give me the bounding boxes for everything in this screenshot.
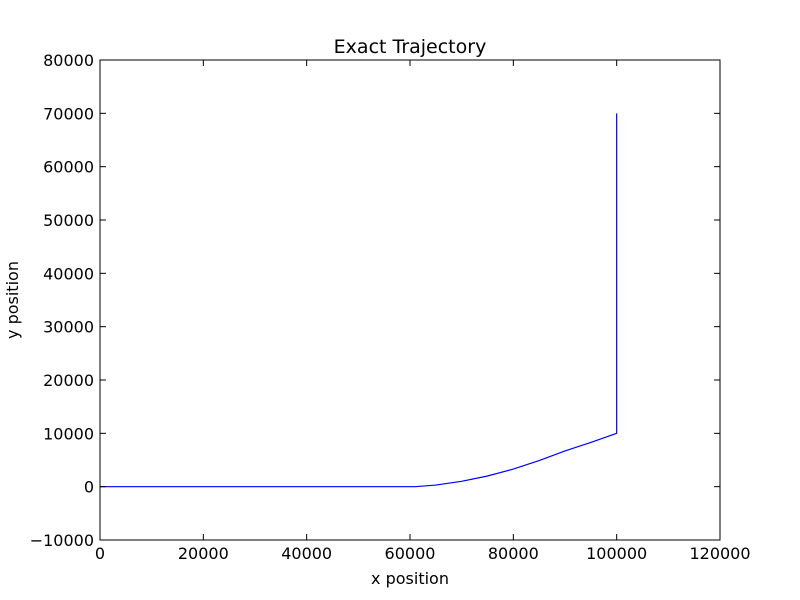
x-tick-label: 0 xyxy=(95,544,105,563)
y-tick-label: 30000 xyxy=(43,318,94,337)
trajectory-line-0 xyxy=(100,113,618,488)
y-tick-label: 60000 xyxy=(43,158,94,177)
x-tick-label: 60000 xyxy=(385,544,436,563)
x-tick-label: 20000 xyxy=(178,544,229,563)
plot-layer xyxy=(100,113,618,488)
y-tick-label: 50000 xyxy=(43,211,94,230)
x-tick-label: 100000 xyxy=(586,544,647,563)
y-tick-label: 80000 xyxy=(43,51,94,70)
y-tick-label: 10000 xyxy=(43,424,94,443)
plot-frame xyxy=(99,59,721,541)
x-axis-label: x position xyxy=(371,569,449,588)
x-tick-label: 80000 xyxy=(488,544,539,563)
x-tick-label: 120000 xyxy=(689,544,750,563)
y-tick-label: 20000 xyxy=(43,371,94,390)
chart-title: Exact Trajectory xyxy=(334,36,487,58)
tick-layer: 0 20000 40000 60000 80000 100000 120000−100000… xyxy=(30,51,751,563)
y-axis-label: y position xyxy=(3,261,22,339)
y-tick-label: −10000 xyxy=(30,531,94,550)
y-tick-label: 40000 xyxy=(43,264,94,283)
y-tick-label: 0 xyxy=(84,478,94,497)
y-tick-label: 70000 xyxy=(43,104,94,123)
x-tick-label: 40000 xyxy=(281,544,332,563)
